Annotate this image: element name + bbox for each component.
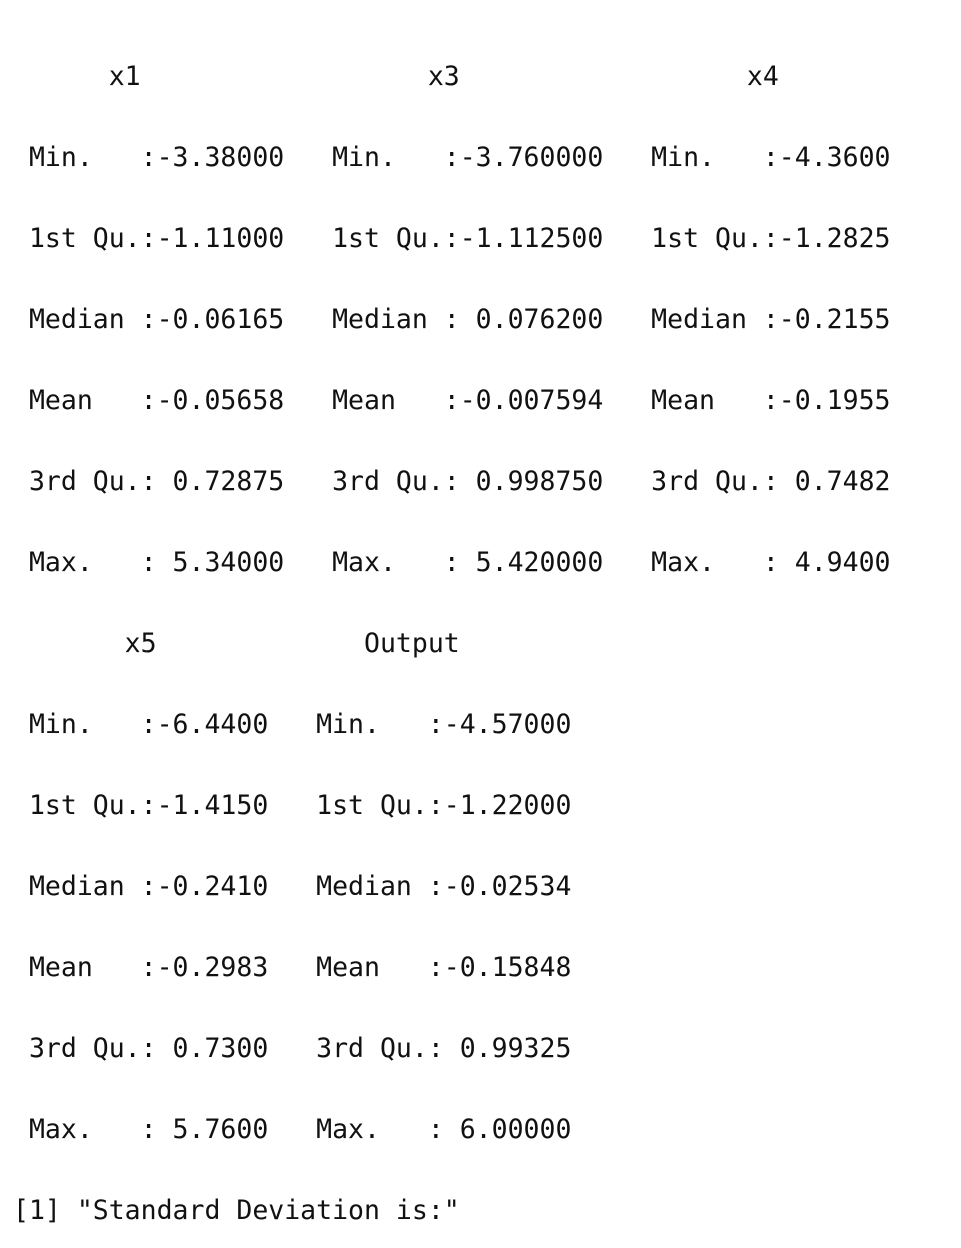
summary-row-max-2: Max. : 5.7600 Max. : 6.00000 (13, 1114, 604, 1145)
summary-row-1st-qu: 1st Qu.:-1.11000 1st Qu.:-1.112500 1st Q… (13, 223, 923, 254)
summary-header-x1-x3-x4: x1 x3 x4 (13, 61, 923, 92)
std-dev-message: [1] "Standard Deviation is:" (13, 1195, 460, 1226)
summary-row-min-2: Min. :-6.4400 Min. :-4.57000 (13, 709, 604, 740)
summary-row-median-2: Median :-0.2410 Median :-0.02534 (13, 871, 604, 902)
summary-row-3rd-qu-2: 3rd Qu.: 0.7300 3rd Qu.: 0.99325 (13, 1033, 604, 1064)
summary-row-1st-qu-2: 1st Qu.:-1.4150 1st Qu.:-1.22000 (13, 790, 604, 821)
summary-header-x5-output: x5 Output (13, 628, 588, 659)
summary-row-mean: Mean :-0.05658 Mean :-0.007594 Mean :-0.… (13, 385, 923, 416)
summary-row-3rd-qu: 3rd Qu.: 0.72875 3rd Qu.: 0.998750 3rd Q… (13, 466, 923, 497)
summary-row-median: Median :-0.06165 Median : 0.076200 Media… (13, 304, 923, 335)
summary-row-min: Min. :-3.38000 Min. :-3.760000 Min. :-4.… (13, 142, 923, 173)
summary-row-mean-2: Mean :-0.2983 Mean :-0.15848 (13, 952, 604, 983)
r-console-output: x1 x3 x4 Min. :-3.38000 Min. :-3.760000 … (13, 9, 953, 1248)
summary-row-max: Max. : 5.34000 Max. : 5.420000 Max. : 4.… (13, 547, 923, 578)
